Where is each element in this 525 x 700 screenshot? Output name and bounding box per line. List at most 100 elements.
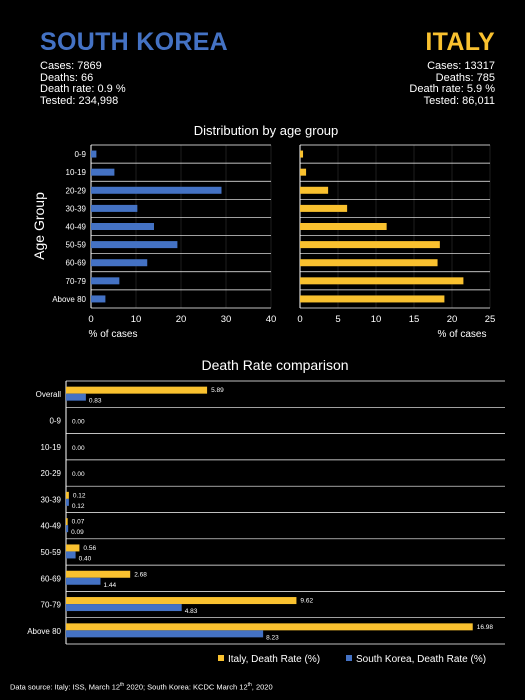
- korea-age-category-label: Above 80: [52, 295, 86, 304]
- italy-death-rate-bar: [66, 570, 131, 578]
- italy-age-bar: [300, 241, 440, 249]
- death-rate-category-label: 30-39: [41, 495, 62, 504]
- korea-death-rate-bar: [66, 498, 69, 506]
- italy-death-rate-bar: [66, 597, 297, 605]
- south-korea-deaths: Deaths: 66: [40, 71, 94, 84]
- korea-death-rate-value: 0.00: [72, 418, 85, 425]
- italy-age-bar: [300, 168, 307, 176]
- korea-age-category-label: 20-29: [66, 186, 87, 195]
- italy-stats: Cases: 13317 Deaths: 785 Death rate: 5.9…: [409, 60, 495, 107]
- korea-age-bar: [91, 168, 115, 176]
- korea-age-category-label: 30-39: [66, 204, 87, 213]
- korea-age-tick-label: 0: [88, 314, 93, 325]
- death-rate-category-label: Overall: [36, 390, 62, 399]
- death-rate-category-label: Above 80: [27, 627, 61, 636]
- data-source-text-b: 2020; South Korea: KCDC March 12: [124, 682, 248, 691]
- italy-death-rate-value: 9.62: [300, 598, 313, 605]
- death-rate-category-label: 70-79: [41, 601, 62, 610]
- korea-xaxis-label: % of cases: [89, 329, 138, 340]
- italy-age-tick-label: 25: [485, 314, 496, 325]
- korea-death-rate-bar: [66, 393, 86, 401]
- korea-death-rate-value: 0.09: [71, 529, 84, 536]
- korea-age-tick-label: 30: [221, 314, 232, 325]
- italy-age-bar: [300, 204, 348, 212]
- south-korea-title: SOUTH KOREA: [40, 28, 229, 56]
- italy-death-rate-value: 0.56: [83, 545, 96, 552]
- korea-age-category-label: 50-59: [66, 241, 87, 250]
- death-rate-category-label: 50-59: [41, 548, 62, 557]
- italy-death-rate-bar: [66, 386, 208, 394]
- italy-death-rate: Death rate: 5.9 %: [409, 83, 495, 95]
- korea-death-rate-value: 0.12: [72, 503, 85, 510]
- korea-age-category-label: 70-79: [66, 277, 87, 286]
- italy-death-rate-bar: [66, 518, 68, 526]
- data-source-note: Data source: Italy: ISS, March 12th 2020…: [10, 682, 273, 692]
- korea-age-bar: [91, 223, 154, 230]
- data-source-text-a: Data source: Italy: ISS, March 12: [10, 682, 121, 691]
- legend-label-italy: Italy, Death Rate (%): [228, 654, 320, 665]
- distribution-title: Distribution by age group: [194, 123, 339, 138]
- korea-death-rate-bar: [66, 604, 182, 612]
- korea-age-category-label: 10-19: [66, 168, 87, 177]
- korea-death-rate-value: 0.00: [72, 471, 85, 478]
- italy-age-bar: [300, 223, 387, 230]
- italy-age-tick-label: 20: [447, 314, 458, 325]
- korea-age-category-label: 0-9: [74, 150, 86, 159]
- italy-death-rate-value: 0.12: [73, 492, 86, 499]
- age-group-axis-label: Age Group: [31, 192, 47, 260]
- data-source-sup-b: th: [247, 681, 252, 688]
- italy-death-rate-value: 0.07: [72, 519, 85, 526]
- italy-death-rate-bar: [66, 491, 69, 499]
- korea-age-tick-label: 10: [131, 314, 142, 325]
- italy-age-bar: [300, 186, 329, 194]
- legend-swatch-italy: [218, 655, 224, 661]
- korea-death-rate-value: 8.23: [266, 634, 279, 641]
- italy-death-rate-bar: [66, 623, 473, 631]
- legend-label-south-korea: South Korea, Death Rate (%): [356, 654, 486, 665]
- italy-tested: Tested: 86,011: [423, 94, 495, 107]
- korea-age-tick-label: 20: [176, 314, 187, 325]
- south-korea-tested: Tested: 234,998: [40, 94, 119, 107]
- korea-death-rate-bar: [66, 630, 264, 638]
- death-rate-title: Death Rate comparison: [201, 357, 348, 373]
- korea-death-rate-value: 1.44: [103, 582, 116, 589]
- italy-death-rate-value: 5.89: [211, 387, 224, 394]
- korea-death-rate-bar: [66, 551, 76, 559]
- italy-title: ITALY: [425, 28, 495, 56]
- italy-cases: Cases: 13317: [427, 60, 495, 72]
- italy-age-bar: [300, 277, 464, 285]
- korea-age-bar: [91, 150, 97, 158]
- korea-age-bar: [91, 204, 138, 212]
- italy-age-tick-label: 0: [297, 314, 302, 325]
- italy-age-bar: [300, 259, 438, 267]
- legend-swatch-south-korea: [346, 655, 352, 661]
- korea-death-rate-value: 0.83: [89, 398, 102, 405]
- korea-death-rate-value: 4.83: [185, 608, 198, 615]
- korea-death-rate-value: 0.00: [72, 445, 85, 452]
- italy-death-rate-value: 16.98: [477, 624, 494, 631]
- data-source-text-c: , 2020: [251, 682, 273, 691]
- death-rate-category-label: 40-49: [41, 522, 62, 531]
- death-rate-category-label: 10-19: [41, 443, 62, 452]
- korea-death-rate-value: 0.40: [79, 555, 92, 562]
- italy-age-tick-label: 15: [409, 314, 420, 325]
- death-rate-category-label: 60-69: [41, 574, 62, 583]
- korea-age-bar: [91, 277, 120, 285]
- italy-death-rate-bar: [66, 544, 80, 552]
- korea-death-rate-bar: [66, 525, 69, 533]
- italy-deaths: Deaths: 785: [435, 71, 495, 84]
- korea-age-category-label: 40-49: [66, 223, 87, 232]
- korea-age-bar: [91, 186, 222, 194]
- italy-age-tick-label: 5: [335, 314, 340, 325]
- italy-age-bar: [300, 295, 445, 303]
- korea-age-tick-label: 40: [266, 314, 277, 325]
- south-korea-cases: Cases: 7869: [40, 60, 102, 72]
- south-korea-stats: Cases: 7869 Deaths: 66 Death rate: 0.9 %…: [40, 60, 126, 107]
- korea-age-bar: [91, 241, 178, 249]
- italy-age-bar: [300, 150, 304, 158]
- data-source-sup-a: th: [120, 681, 125, 688]
- korea-death-rate-bar: [66, 577, 101, 585]
- death-rate-category-label: 20-29: [41, 469, 62, 478]
- italy-death-rate-value: 2.68: [134, 571, 147, 578]
